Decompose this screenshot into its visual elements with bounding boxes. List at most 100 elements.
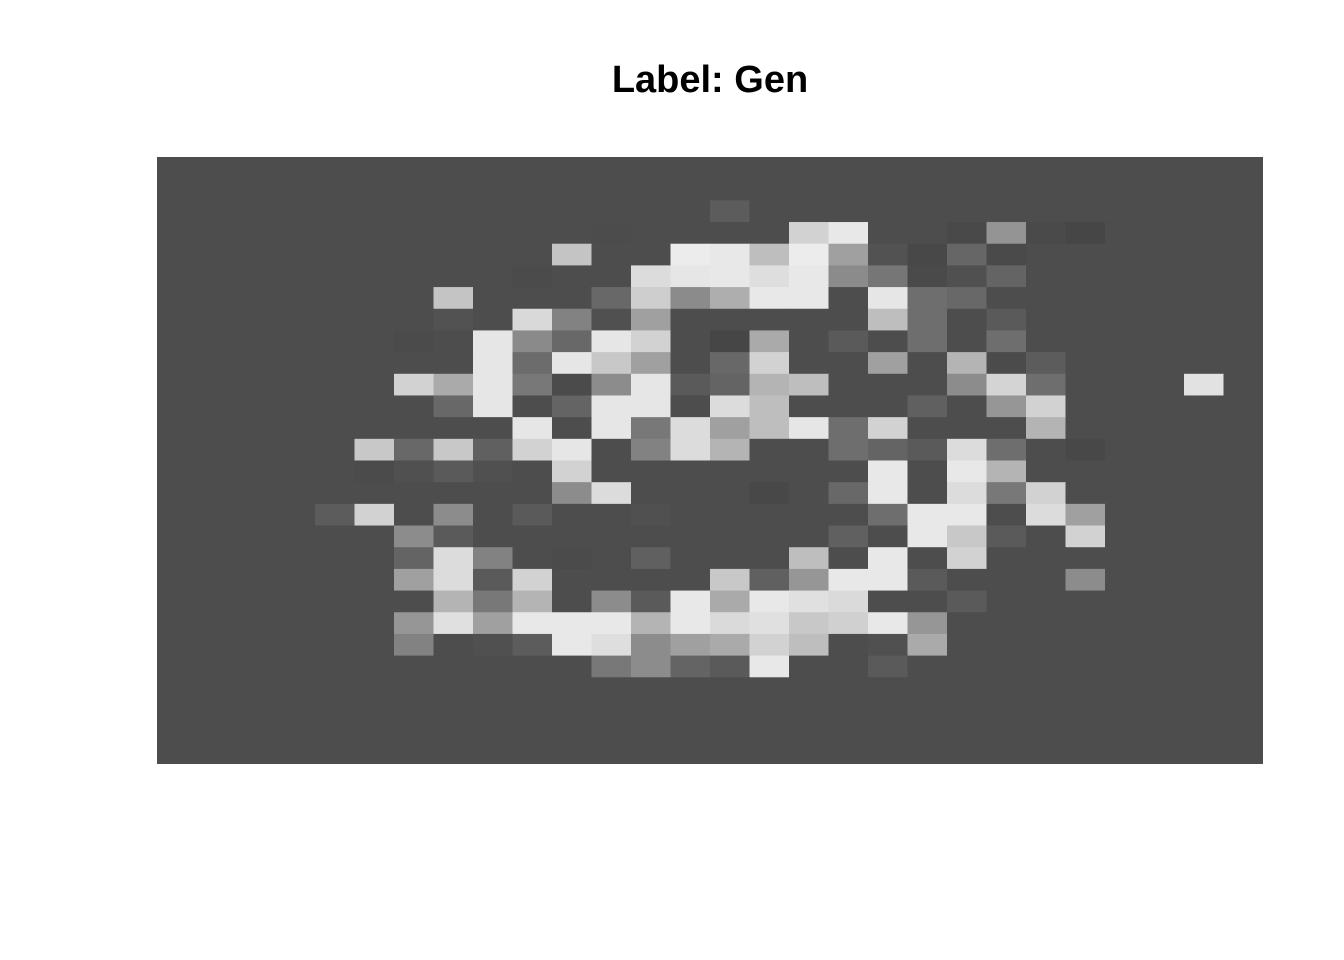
pixel — [1065, 330, 1106, 353]
pixel — [196, 742, 237, 764]
pixel — [512, 395, 553, 418]
pixel — [196, 698, 237, 722]
pixel — [275, 460, 316, 483]
pixel — [947, 612, 988, 635]
pixel — [1026, 590, 1067, 613]
pixel — [828, 157, 869, 180]
pixel — [828, 178, 869, 201]
pixel — [552, 612, 593, 635]
pixel — [512, 590, 553, 613]
pixel — [749, 677, 790, 700]
pixel — [354, 547, 395, 570]
pixel — [275, 590, 316, 613]
pixel — [552, 330, 593, 353]
pixel — [789, 200, 830, 223]
pixel — [394, 373, 435, 397]
pixel — [433, 438, 474, 462]
pixel — [236, 742, 277, 764]
pixel — [1026, 460, 1067, 483]
pixel — [631, 157, 672, 180]
pixel — [236, 265, 277, 288]
pixel — [315, 503, 356, 527]
pixel — [196, 200, 237, 223]
pixel — [947, 243, 988, 266]
pixel — [196, 352, 237, 375]
pixel — [1026, 178, 1067, 201]
pixel — [394, 568, 435, 592]
pixel — [552, 178, 593, 201]
pixel — [315, 352, 356, 375]
pixel — [275, 330, 316, 353]
pixel — [512, 568, 553, 592]
pixel — [749, 460, 790, 483]
pixel — [275, 352, 316, 375]
pixel — [473, 720, 514, 743]
pixel — [473, 612, 514, 635]
pixel-image — [157, 157, 1263, 764]
pixel — [236, 460, 277, 483]
pixel — [354, 720, 395, 743]
pixel — [394, 438, 435, 462]
pixel — [1065, 352, 1106, 375]
pixel — [433, 157, 474, 180]
pixel — [907, 525, 948, 548]
pixel — [552, 417, 593, 440]
pixel — [947, 698, 988, 722]
pixel — [1184, 568, 1225, 592]
pixel — [236, 417, 277, 440]
pixel — [1144, 395, 1185, 418]
pixel — [710, 590, 751, 613]
pixel — [473, 655, 514, 678]
pixel — [631, 287, 672, 310]
pixel — [315, 330, 356, 353]
pixel — [749, 742, 790, 764]
pixel — [275, 612, 316, 635]
pixel — [512, 330, 553, 353]
pixel — [1105, 720, 1146, 743]
pixel — [1065, 200, 1106, 223]
pixel — [315, 655, 356, 678]
pixel — [1026, 720, 1067, 743]
pixel — [710, 243, 751, 266]
pixel — [631, 265, 672, 288]
pixel — [868, 482, 909, 505]
pixel — [986, 503, 1027, 527]
pixel — [433, 352, 474, 375]
pixel — [1223, 243, 1263, 266]
pixel — [1144, 612, 1185, 635]
pixel — [1065, 677, 1106, 700]
pixel — [1026, 265, 1067, 288]
pixel — [196, 243, 237, 266]
pixel — [1184, 742, 1225, 764]
figure-title: Label: Gen — [611, 59, 809, 101]
pixel — [1065, 503, 1106, 527]
pixel — [1184, 503, 1225, 527]
pixel — [631, 655, 672, 678]
pixel — [473, 677, 514, 700]
pixel — [828, 265, 869, 288]
pixel — [947, 547, 988, 570]
pixel — [828, 222, 869, 245]
pixel — [789, 243, 830, 266]
pixel — [512, 178, 553, 201]
pixel — [868, 720, 909, 743]
pixel — [670, 157, 711, 180]
pixel — [986, 395, 1027, 418]
pixel — [236, 612, 277, 635]
pixel — [631, 373, 672, 397]
pixel — [591, 590, 632, 613]
pixel — [631, 503, 672, 527]
pixel — [1105, 438, 1146, 462]
pixel — [433, 547, 474, 570]
pixel — [986, 352, 1027, 375]
pixel — [1065, 590, 1106, 613]
pixel-grid — [157, 157, 1263, 764]
pixel — [1184, 200, 1225, 223]
pixel — [670, 547, 711, 570]
pixel — [552, 243, 593, 266]
pixel — [512, 352, 553, 375]
pixel — [710, 633, 751, 657]
pixel — [789, 373, 830, 397]
pixel — [1184, 460, 1225, 483]
pixel — [986, 417, 1027, 440]
